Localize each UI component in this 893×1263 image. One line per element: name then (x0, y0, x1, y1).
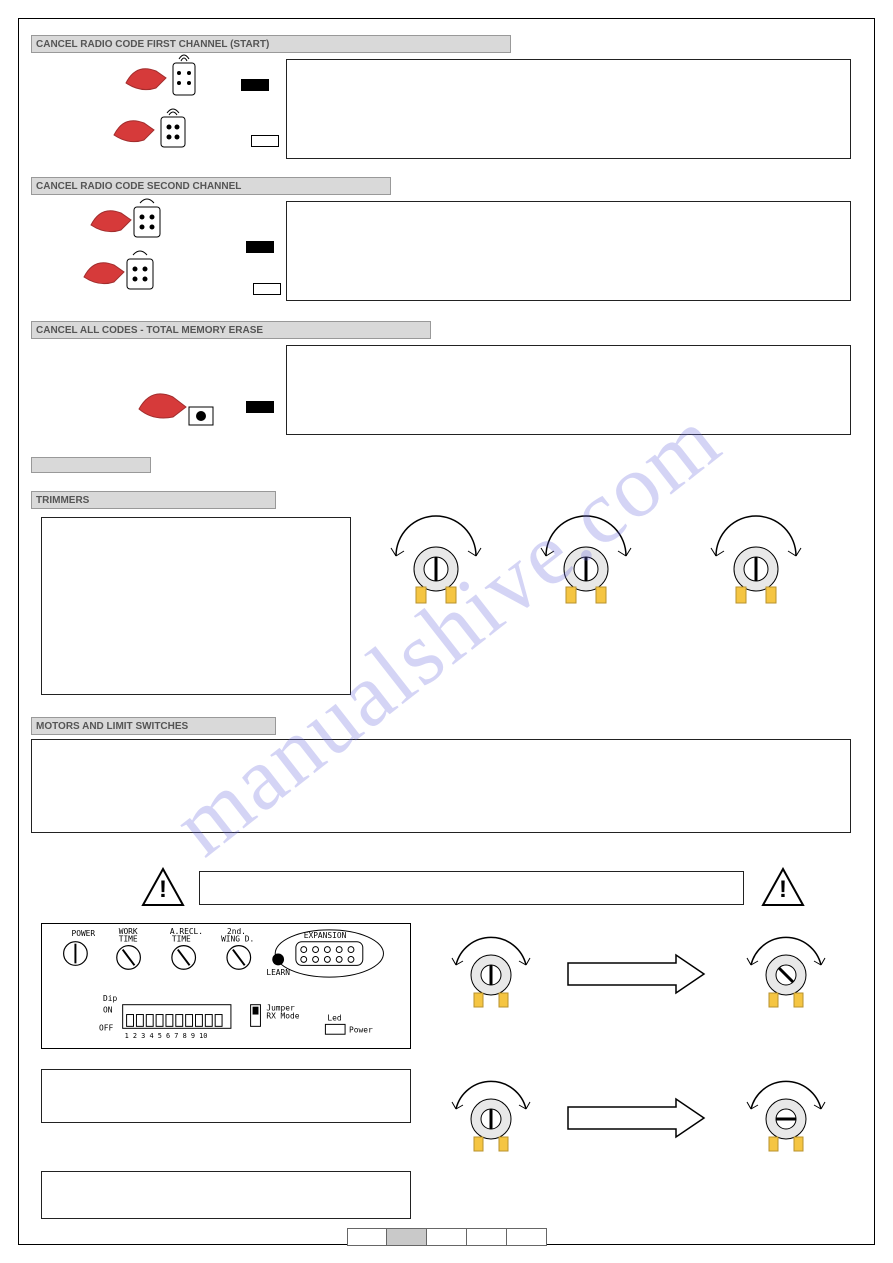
trimmer-before-1 (436, 925, 546, 1015)
led-indicator-on (246, 401, 274, 413)
led-indicator-off (251, 135, 279, 147)
svg-text:!: ! (159, 876, 167, 903)
page-tab (507, 1228, 547, 1246)
pcb-dip-numbers: 1 2 3 4 5 6 7 8 9 10 (125, 1032, 208, 1040)
trimmer-before-2 (436, 1069, 546, 1159)
warning-text-box (199, 871, 744, 905)
pcb-label-learn: LEARN (266, 968, 290, 977)
trimmer-diagram-3 (691, 511, 821, 611)
section1-content-box (286, 59, 851, 159)
svg-text:RX Mode: RX Mode (266, 1011, 299, 1020)
pcb-label-expansion: EXPANSION (304, 931, 347, 940)
motors-title-bar: MOTORS AND LIMIT SWITCHES (31, 717, 276, 735)
led-indicator-on (241, 79, 269, 91)
trimmer-after-1 (731, 925, 841, 1015)
trimmers-title: TRIMMERS (36, 495, 89, 506)
pcb-label-on: ON (103, 1006, 113, 1015)
arrow-right-icon (566, 1097, 706, 1139)
svg-text:!: ! (779, 876, 787, 903)
section2-content-box (286, 201, 851, 301)
page-tab (427, 1228, 467, 1246)
pcb-label-off: OFF (99, 1023, 113, 1032)
motors-title: MOTORS AND LIMIT SWITCHES (36, 721, 188, 732)
page-tab (347, 1228, 387, 1246)
pcb-label-power2: Power (349, 1025, 373, 1034)
pcb-label-dip: Dip (103, 994, 117, 1003)
section1-title: CANCEL RADIO CODE FIRST CHANNEL (START) (36, 39, 269, 50)
section3-content-box (286, 345, 851, 435)
section3-title-bar: CANCEL ALL CODES - TOTAL MEMORY ERASE (31, 321, 431, 339)
trimmer-diagram-1 (371, 511, 501, 611)
warning-triangle-right: ! (761, 867, 805, 907)
arrow-right-icon (566, 953, 706, 995)
section1-title-bar: CANCEL RADIO CODE FIRST CHANNEL (START) (31, 35, 511, 53)
section2-title: CANCEL RADIO CODE SECOND CHANNEL (36, 181, 241, 192)
trimmers-title-bar: TRIMMERS (31, 491, 276, 509)
svg-text:TIME: TIME (119, 935, 138, 944)
motors-text-box (31, 739, 851, 833)
trimmer-diagram-2 (521, 511, 651, 611)
section3-title: CANCEL ALL CODES - TOTAL MEMORY ERASE (36, 325, 263, 336)
trimmers-text-box (41, 517, 351, 695)
hand-pressing-button (131, 379, 231, 434)
hand-pressing-remote-bottom (109, 105, 199, 155)
hand-pressing-remote-top (86, 195, 176, 245)
page-tab (467, 1228, 507, 1246)
control-board-diagram: POWER WORKTIME A.RECL.TIME 2nd.WING D. E… (41, 923, 411, 1049)
led-indicator-off (253, 283, 281, 295)
section2-title-bar: CANCEL RADIO CODE SECOND CHANNEL (31, 177, 391, 195)
hand-pressing-remote-bottom (79, 247, 169, 297)
pcb-label-led: Led (327, 1013, 341, 1022)
text-box-a (41, 1069, 411, 1123)
page-tab-active (387, 1228, 427, 1246)
trimmer-after-2 (731, 1069, 841, 1159)
pcb-label-power: POWER (71, 929, 95, 938)
warning-triangle-left: ! (141, 867, 185, 907)
text-box-b (41, 1171, 411, 1219)
svg-text:WING D.: WING D. (221, 935, 254, 944)
svg-text:TIME: TIME (172, 935, 191, 944)
small-section-bar (31, 457, 151, 473)
hand-pressing-remote-top (121, 53, 211, 103)
led-indicator-on (246, 241, 274, 253)
page-indicator (347, 1228, 547, 1246)
